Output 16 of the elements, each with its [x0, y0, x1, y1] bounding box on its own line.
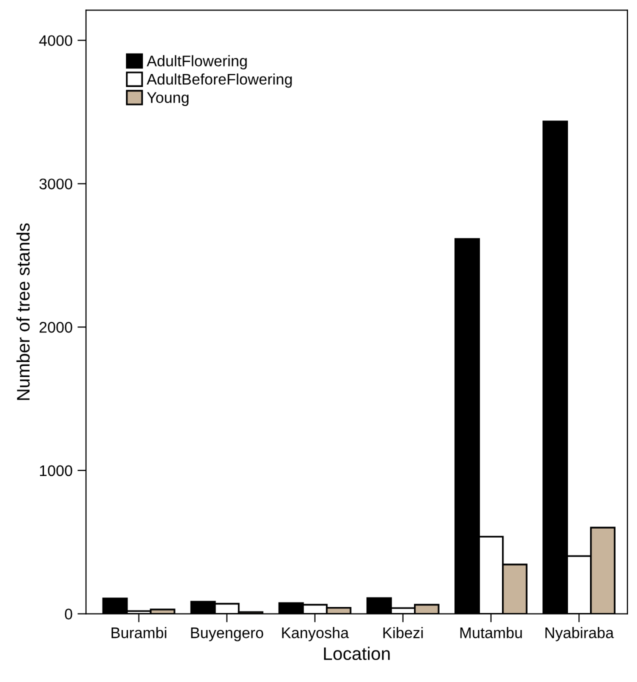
y-tick-label: 3000	[39, 178, 72, 190]
x-tick-label: Buyengero	[191, 628, 264, 642]
x-tick-label: Nyabiraba	[545, 626, 614, 642]
y-tick-label: 4000	[39, 35, 72, 46]
y-tick-label: 1000	[40, 465, 72, 476]
x-tick-label: Mutambu	[460, 626, 522, 638]
y-tick-label: 2000	[40, 322, 72, 333]
legend-label: Young	[147, 92, 188, 106]
x-axis-title: Location	[324, 646, 390, 660]
x-tick-label: Kanyosha	[282, 626, 349, 642]
x-tick-label: Burambi	[112, 626, 166, 638]
y-axis-title: Number of tree stands	[16, 223, 30, 400]
legend-label: AdultFlowering	[146, 55, 247, 70]
x-tick-label: Kibezi	[383, 626, 423, 638]
legend-label: AdultBeforeFlowering	[146, 73, 292, 88]
y-tick-label: 0	[64, 608, 72, 620]
